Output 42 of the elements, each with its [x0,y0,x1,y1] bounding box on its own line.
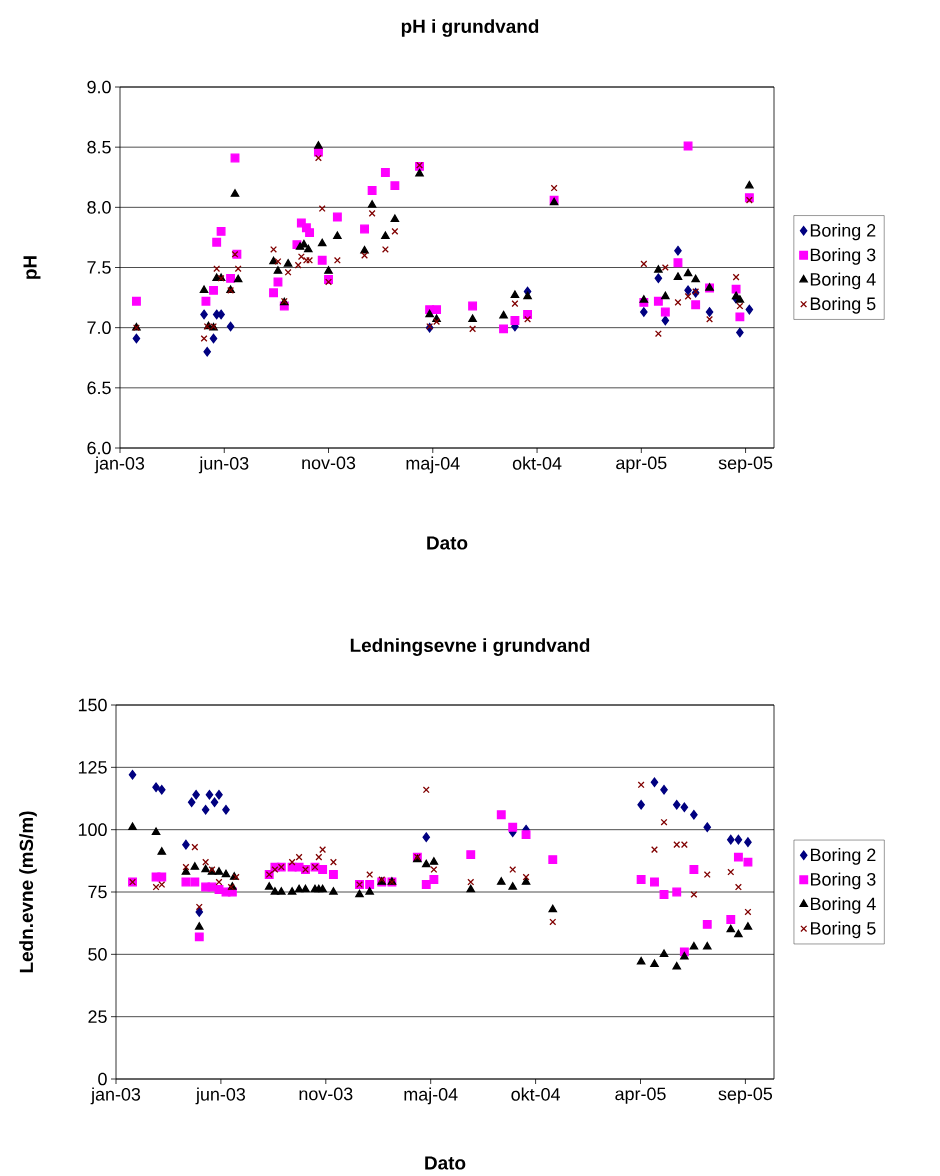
x-axis-title: Dato [425,1156,466,1170]
x-tick-label: maj-04 [406,456,460,474]
x-tick-label: okt-04 [512,456,562,470]
x-tick-label: sep-05 [718,456,773,473]
x-tick-label: apr-05 [616,456,667,473]
y-tick-label: 7.0 [87,321,111,335]
x-tick-label: apr-05 [615,1087,666,1104]
y-tick-label: 25 [88,1010,107,1024]
y-tick-label: 75 [88,885,107,899]
x-tick-label: nov-03 [299,1087,353,1101]
legend-label: Boring 4 [811,897,876,914]
y-tick-label: 0 [98,1072,107,1086]
x-tick-label: maj-04 [404,1087,458,1105]
legend-label: Boring 5 [811,921,876,939]
legend-label: Boring 4 [810,272,876,290]
legend-label: Boring 3 [811,872,876,890]
x-axis-title: Dato [427,536,468,550]
y-axis-title: Ledn.evne (mS/m) [19,811,37,973]
y-tick-label: 8.0 [87,200,111,214]
x-tick-label: nov-03 [302,456,356,470]
y-tick-label: 9.0 [87,80,111,94]
chart-title: Ledningsevne i grundvand [350,638,590,656]
legend-label: Boring 5 [810,296,876,314]
y-tick-label: 125 [78,760,107,774]
y-tick-label: 7.5 [87,261,111,274]
x-tick-label: jan-03 [90,1087,141,1105]
x-tick-label: jun-03 [195,1087,246,1105]
chart-title: pH i grundvand [401,19,539,37]
y-tick-label: 6.0 [87,441,111,455]
x-tick-label: okt-04 [511,1087,560,1101]
y-tick-label: 150 [78,698,107,712]
legend-label: Boring 3 [810,248,876,265]
x-tick-label: sep-05 [718,1087,773,1104]
legend-label: Boring 2 [810,223,876,241]
y-tick-label: 50 [88,947,107,961]
y-tick-label: 6.5 [87,381,111,395]
y-axis-title: pH [23,256,41,279]
legend-label: Boring 2 [811,848,876,865]
y-tick-label: 100 [78,823,107,837]
y-tick-label: 8.5 [87,140,111,154]
x-tick-label: jan-03 [94,456,145,474]
x-tick-label: jun-03 [198,456,249,474]
